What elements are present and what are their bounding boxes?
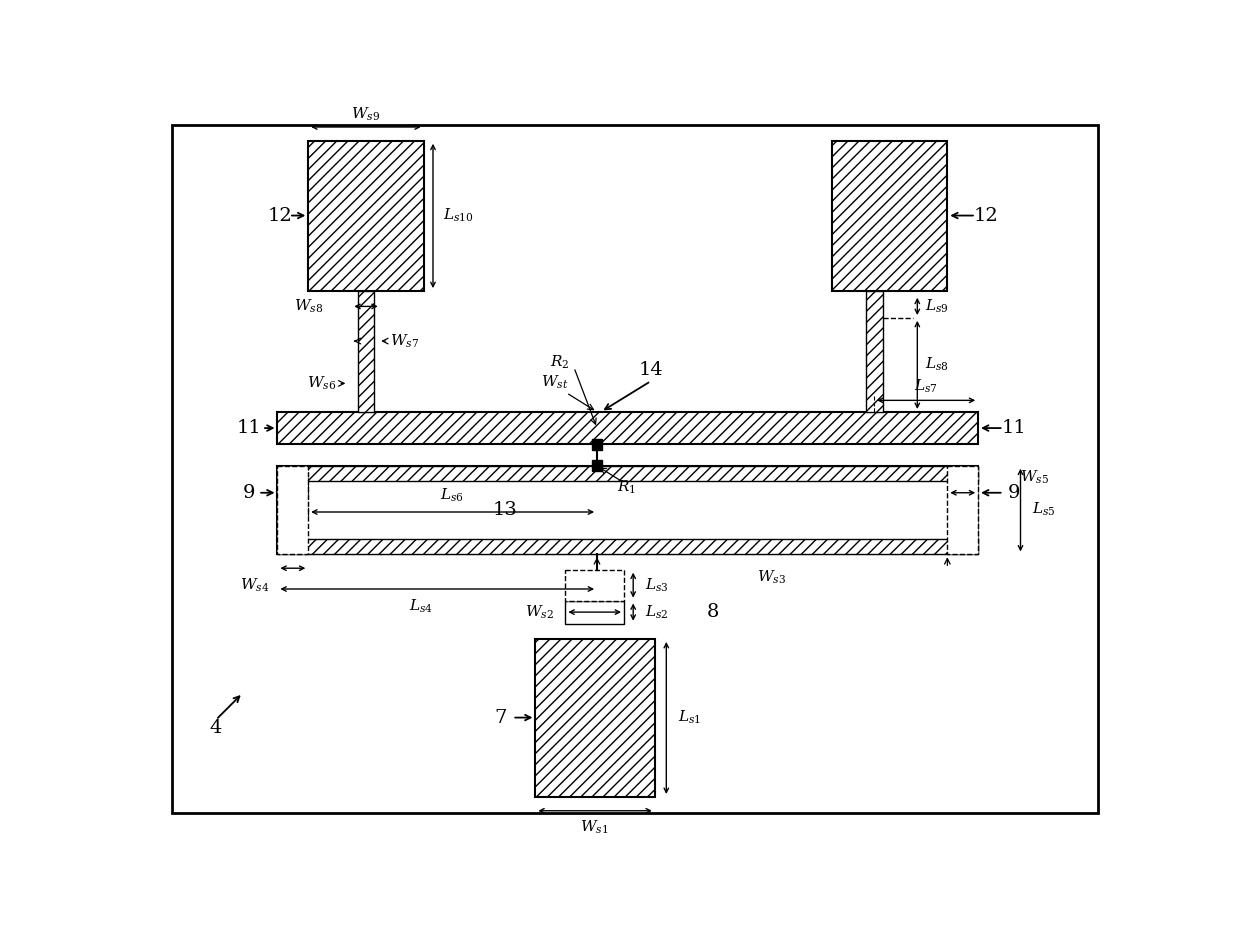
Text: $W_{s6}$: $W_{s6}$ xyxy=(308,375,337,392)
Text: $L_{s9}$: $L_{s9}$ xyxy=(925,298,949,315)
Bar xyxy=(832,140,947,291)
Text: 12: 12 xyxy=(268,206,293,224)
Text: 14: 14 xyxy=(639,361,663,379)
Text: $L_{s5}$: $L_{s5}$ xyxy=(1032,501,1055,518)
Text: $W_{s8}$: $W_{s8}$ xyxy=(294,298,322,315)
Text: 9: 9 xyxy=(243,484,255,502)
Text: $L_{s1}$: $L_{s1}$ xyxy=(678,709,701,726)
Text: 11: 11 xyxy=(1002,419,1027,437)
Bar xyxy=(536,639,655,797)
Bar xyxy=(278,539,978,554)
Text: $W_{st}$: $W_{st}$ xyxy=(541,374,568,392)
Text: $W_{s3}$: $W_{s3}$ xyxy=(758,569,786,586)
Bar xyxy=(565,601,624,624)
Text: 7: 7 xyxy=(495,709,507,726)
Text: 8: 8 xyxy=(707,603,719,621)
Text: 4: 4 xyxy=(210,719,222,737)
Bar xyxy=(591,460,603,472)
Bar xyxy=(866,291,883,412)
Text: 11: 11 xyxy=(237,419,262,437)
Text: $R_1$: $R_1$ xyxy=(616,479,636,496)
Text: $W_{s9}$: $W_{s9}$ xyxy=(351,105,381,123)
Bar xyxy=(278,412,978,445)
Text: $W_{s1}$: $W_{s1}$ xyxy=(580,819,609,836)
Bar xyxy=(357,291,374,412)
Text: 12: 12 xyxy=(973,206,998,224)
Text: $L_{s10}$: $L_{s10}$ xyxy=(443,206,474,224)
Text: $W_{s2}$: $W_{s2}$ xyxy=(525,604,554,621)
Text: $L_{s8}$: $L_{s8}$ xyxy=(925,355,949,373)
Text: $L_{s3}$: $L_{s3}$ xyxy=(645,577,668,594)
Text: $W_{s4}$: $W_{s4}$ xyxy=(241,577,270,594)
Bar xyxy=(278,466,309,554)
Text: 9: 9 xyxy=(1008,484,1021,502)
Text: $R_2$: $R_2$ xyxy=(551,353,569,370)
Bar xyxy=(278,466,978,554)
Text: $L_{s6}$: $L_{s6}$ xyxy=(440,486,464,504)
Text: 13: 13 xyxy=(492,500,517,519)
Bar xyxy=(565,570,624,601)
Bar xyxy=(278,466,978,481)
Text: $L_{s4}$: $L_{s4}$ xyxy=(409,597,434,615)
Text: $L_{s2}$: $L_{s2}$ xyxy=(645,604,668,621)
Text: $W_{s7}$: $W_{s7}$ xyxy=(389,332,419,350)
Bar xyxy=(591,439,603,449)
Bar xyxy=(947,466,978,554)
Text: $W_{s5}$: $W_{s5}$ xyxy=(1021,469,1049,486)
Bar xyxy=(309,140,424,291)
Text: $L_{s7}$: $L_{s7}$ xyxy=(914,378,937,395)
